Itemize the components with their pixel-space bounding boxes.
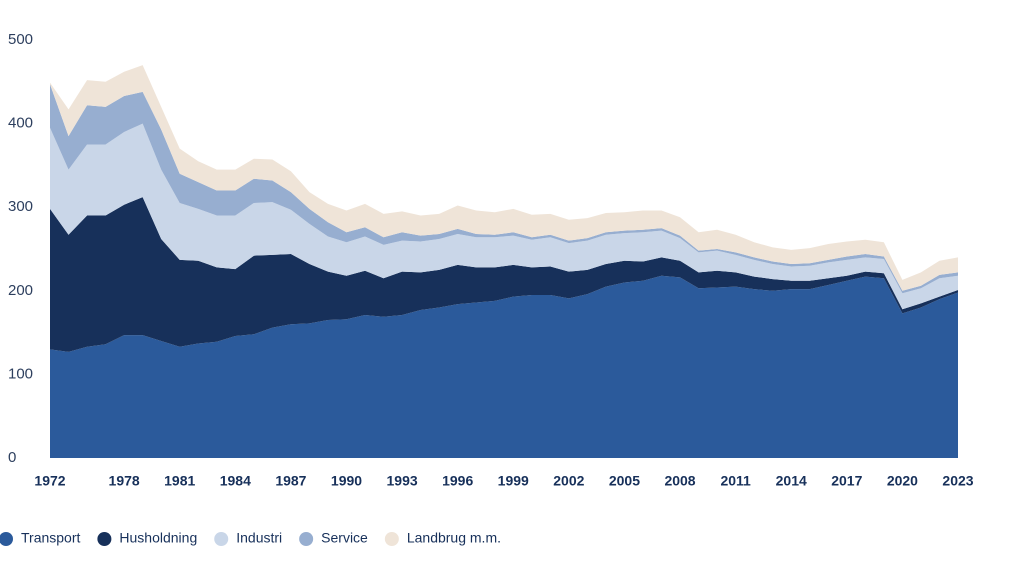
area (50, 65, 958, 291)
x-tick-label: 2011 (720, 473, 751, 489)
y-tick-label: 0 (8, 449, 16, 466)
legend-label: Industri (236, 530, 282, 546)
area (50, 123, 958, 310)
x-tick-label: 2017 (831, 473, 862, 489)
legend-label: Husholdning (119, 530, 197, 546)
x-tick-label: 1990 (331, 473, 362, 489)
y-tick-label: 200 (8, 282, 33, 299)
x-tick-label: 2008 (664, 473, 695, 489)
x-tick-label: 1981 (164, 473, 195, 489)
x-tick-label: 2023 (942, 473, 973, 489)
area (50, 197, 958, 352)
y-tick-label: 100 (8, 365, 33, 382)
x-tick-label: 1999 (498, 473, 529, 489)
legend-marker (384, 532, 399, 546)
x-tick-label: 1984 (220, 473, 251, 489)
x-tick-label: 1993 (387, 473, 418, 489)
legend-marker (97, 532, 112, 546)
legend-label: Service (321, 530, 368, 546)
legend-label: Transport (21, 530, 81, 546)
legend-marker (299, 532, 314, 546)
legend-marker (214, 532, 229, 546)
x-tick-label: 2005 (609, 473, 640, 489)
y-tick-label: 300 (8, 198, 33, 215)
x-tick-label: 1996 (442, 473, 473, 489)
area (50, 84, 958, 294)
y-tick-label: 400 (8, 115, 33, 132)
legend-label: Landbrug m.m. (407, 530, 501, 546)
x-tick-label: 1972 (34, 473, 65, 489)
y-tick-label: 500 (8, 31, 33, 48)
area (50, 275, 958, 458)
x-tick-label: 1978 (109, 473, 140, 489)
legend-marker (0, 532, 13, 546)
x-tick-label: 2020 (887, 473, 918, 489)
x-tick-label: 1987 (275, 473, 306, 489)
x-tick-label: 2002 (553, 473, 584, 489)
x-tick-label: 2014 (776, 473, 807, 489)
